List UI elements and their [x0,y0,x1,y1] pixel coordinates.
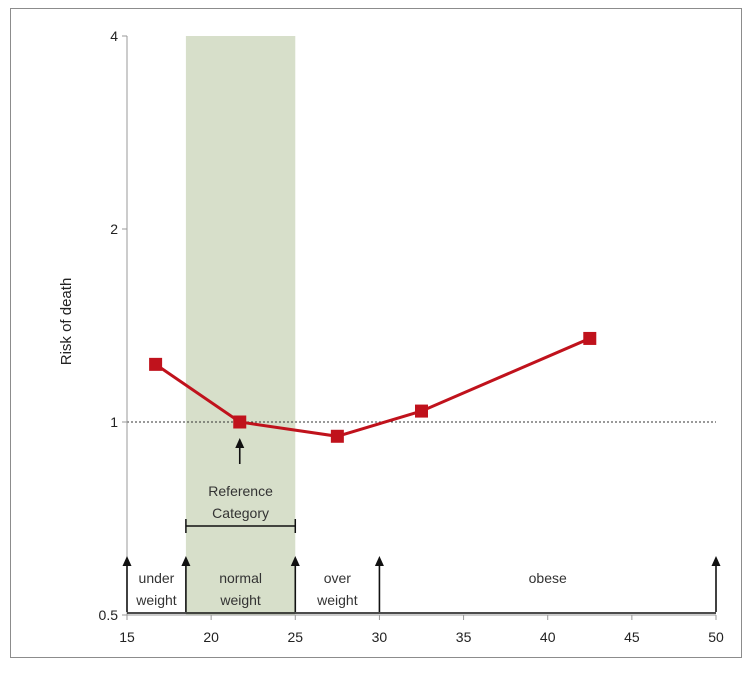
x-tick-label: 20 [203,629,219,645]
x-tick-label: 45 [624,629,640,645]
category-label: under [139,570,175,586]
y-tick-label: 4 [110,28,118,44]
category-arrowhead [711,556,721,566]
data-point-marker [149,357,163,371]
category-label: over [324,570,352,586]
x-tick-label: 35 [456,629,472,645]
chart-frame [10,8,742,658]
category-arrowhead [374,556,384,566]
normal-weight-band [185,36,296,615]
x-tick-label: 50 [708,629,724,645]
x-tick-label: 25 [287,629,303,645]
x-tick-label: 15 [119,629,135,645]
data-point-marker [415,404,428,418]
x-tick-label: 30 [372,629,388,645]
category-label: normal [219,570,262,586]
y-tick-label: 1 [110,414,118,430]
reference-arrowhead [235,438,245,448]
category-arrowhead [122,556,132,566]
category-label: weight [316,592,358,608]
data-point-marker [330,429,344,443]
x-tick-label: 40 [540,629,556,645]
category-label: obese [529,570,567,586]
data-point-marker [583,331,597,345]
reference-category-label: Reference [208,483,273,499]
reference-category-label: Category [212,505,269,521]
y-axis-label: Risk of death [58,278,75,366]
data-point-marker [233,415,247,429]
category-label: weight [135,592,177,608]
category-arrowhead [181,556,191,566]
y-tick-label: 0.5 [99,607,119,623]
category-label: weight [219,592,261,608]
y-tick-label: 2 [110,221,118,237]
category-arrowhead [290,556,300,566]
